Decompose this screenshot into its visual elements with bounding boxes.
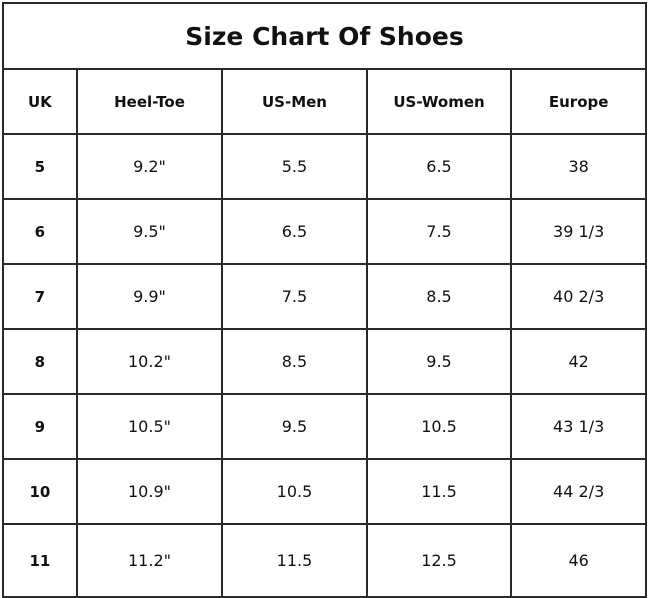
table-cell: 9.2": [75, 133, 224, 200]
table-cell: 6.5: [221, 198, 368, 265]
table-cell: 9.9": [75, 263, 224, 330]
table-row: 10 10.9" 10.5 11.5 44 2/3: [2, 458, 647, 525]
table-cell: 42: [510, 328, 647, 395]
table-cell: 11.5: [221, 523, 368, 598]
table-cell: 8.5: [221, 328, 368, 395]
table-cell: 10.5: [221, 458, 368, 525]
table-cell: 12.5: [365, 523, 513, 598]
table-cell: 5: [2, 133, 78, 200]
table-row: 8 10.2" 8.5 9.5 42: [2, 328, 647, 395]
table-cell: 5.5: [221, 133, 368, 200]
table-cell: 11.5: [365, 458, 513, 525]
table-cell: 38: [510, 133, 647, 200]
table-cell: 7: [2, 263, 78, 330]
table-cell: 9: [2, 393, 78, 460]
table-row: 6 9.5" 6.5 7.5 39 1/3: [2, 198, 647, 265]
column-header: Heel-Toe: [75, 68, 224, 135]
column-header: US-Women: [365, 68, 513, 135]
table-cell: 9.5": [75, 198, 224, 265]
table-cell: 40 2/3: [510, 263, 647, 330]
table-cell: 11: [2, 523, 78, 598]
table-cell: 9.5: [365, 328, 513, 395]
table-row: 7 9.9" 7.5 8.5 40 2/3: [2, 263, 647, 330]
table-title: Size Chart Of Shoes: [2, 2, 647, 70]
table-cell: 46: [510, 523, 647, 598]
table-cell: 7.5: [365, 198, 513, 265]
table-cell: 10.5": [75, 393, 224, 460]
table-cell: 10.5: [365, 393, 513, 460]
table-cell: 8.5: [365, 263, 513, 330]
header-row: UK Heel-Toe US-Men US-Women Europe: [2, 68, 647, 135]
table-cell: 7.5: [221, 263, 368, 330]
table-cell: 10.2": [75, 328, 224, 395]
table-cell: 8: [2, 328, 78, 395]
table-row: 9 10.5" 9.5 10.5 43 1/3: [2, 393, 647, 460]
table-cell: 6.5: [365, 133, 513, 200]
column-header: UK: [2, 68, 78, 135]
table-cell: 39 1/3: [510, 198, 647, 265]
column-header: US-Men: [221, 68, 368, 135]
table-cell: 6: [2, 198, 78, 265]
table-cell: 9.5: [221, 393, 368, 460]
table-cell: 10: [2, 458, 78, 525]
table-cell: 44 2/3: [510, 458, 647, 525]
table-cell: 11.2": [75, 523, 224, 598]
table-cell: 43 1/3: [510, 393, 647, 460]
column-header: Europe: [510, 68, 647, 135]
table-row: 5 9.2" 5.5 6.5 38: [2, 133, 647, 200]
table-row: 11 11.2" 11.5 12.5 46: [2, 523, 647, 598]
table-cell: 10.9": [75, 458, 224, 525]
